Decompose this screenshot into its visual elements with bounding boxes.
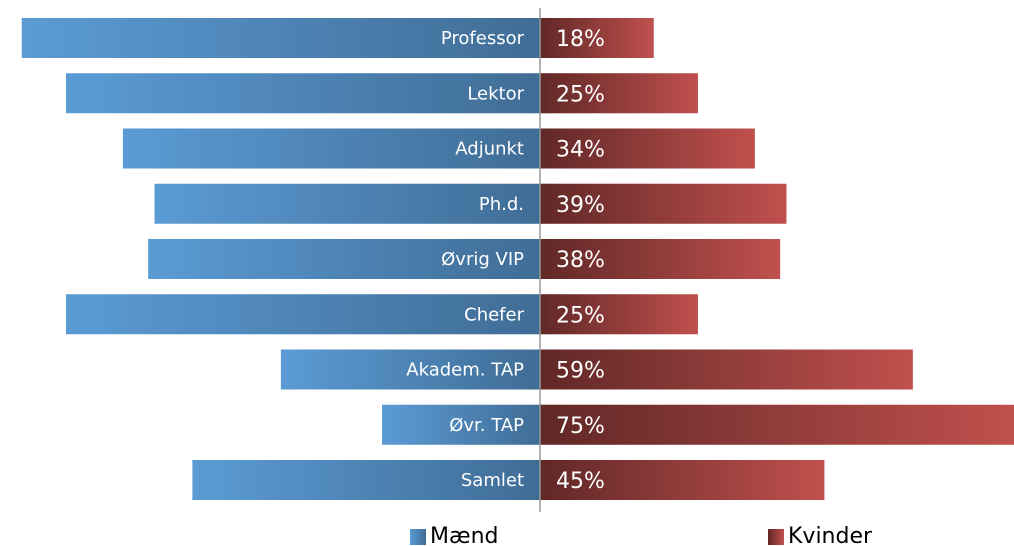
data-label: 45% (556, 469, 605, 494)
bar-shade (148, 239, 540, 279)
category-label: Øvr. TAP (449, 415, 524, 436)
data-label: 38% (556, 248, 605, 273)
bar-shade (154, 183, 541, 224)
data-label: 25% (556, 303, 605, 328)
bar-shade (540, 239, 781, 279)
bar-shade (192, 460, 540, 500)
bar-shade (540, 73, 698, 114)
bar-shade (540, 183, 787, 224)
category-label: Ph.d. (479, 194, 524, 215)
bar-shade (540, 18, 654, 58)
category-label: Akadem. TAP (406, 360, 524, 381)
bar-shade (540, 128, 755, 169)
legend-shade (410, 529, 426, 545)
category-label: Samlet (461, 470, 524, 491)
bar-shade (540, 294, 698, 335)
legend-shade (768, 529, 784, 545)
bar-shade (122, 128, 540, 169)
bar-shade (66, 294, 540, 335)
bar-shade (540, 460, 825, 500)
data-label: 18% (556, 27, 605, 52)
bar-shade (382, 404, 540, 445)
bar-shade (66, 73, 540, 114)
data-label: 39% (556, 193, 605, 218)
category-label: Adjunkt (455, 139, 524, 160)
data-label: 59% (556, 359, 605, 384)
legend-label: Kvinder (788, 524, 873, 546)
category-label: Lektor (467, 83, 524, 104)
data-label: 34% (556, 138, 605, 163)
category-label: Chefer (464, 304, 524, 325)
legend-label: Mænd (430, 524, 499, 546)
category-label: Professor (441, 28, 525, 49)
bar-shade (540, 349, 913, 390)
bar-shade (280, 349, 540, 390)
bar-shade (21, 18, 540, 58)
data-label: 25% (556, 82, 605, 107)
data-label: 75% (556, 414, 605, 439)
bar-shade (540, 404, 1014, 445)
category-label: Øvrig VIP (441, 249, 524, 270)
